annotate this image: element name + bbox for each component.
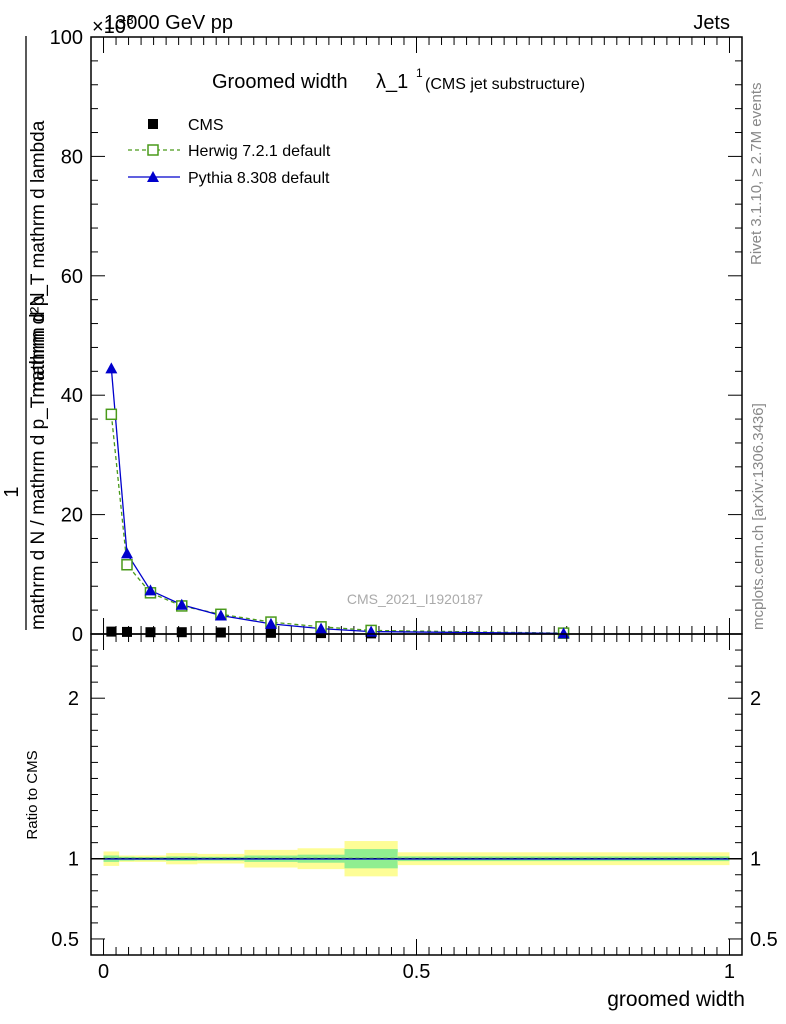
cms-point [145,627,156,638]
y-label-one: 1 [1,486,23,497]
main-y-tick-label: 60 [61,266,83,288]
main-series-group [105,362,570,639]
main-y-axis-label: mathrm d²N 1 mathrm d N / mathrm d p_T m… [1,36,49,630]
cms-point [121,626,132,637]
x-tick-label: 0.5 [403,961,431,983]
main-x-ticks [103,37,730,634]
ratio-y-label: Ratio to CMS [24,750,41,839]
header-energy: 13000 GeV pp [104,12,233,34]
x-tick-label: 0 [98,961,109,983]
exponent-label: ×10 [92,16,126,38]
ratio-frame [90,633,743,956]
legend: CMS Herwig 7.2.1 default Pythia 8.308 de… [128,117,331,187]
plot-title-symbol: λ_1 [376,71,408,93]
plot-subtitle: (CMS jet substructure) [425,76,585,93]
plot-title: Groomed width [212,71,348,93]
mcplots-label: mcplots.cern.ch [arXiv:1306.3436] [750,403,767,630]
main-panel: 0 20 40 60 80 100 Groomed width λ_1 1 (CMS je… [1,27,743,646]
pythia-point [105,362,118,374]
herwig-point [105,408,118,421]
ratio-x-ticks: 0 0.5 1 [98,634,735,983]
cms-point [215,627,226,638]
pythia-line [110,368,564,635]
legend-cms-label: CMS [188,117,224,134]
pythia-point [144,584,157,596]
x-axis-label: groomed width [607,988,745,1011]
ratio-y-tick-label-right: 2 [750,688,761,710]
legend-pythia-marker [147,171,159,182]
ratio-panel: 0.5 0.51 12 2 0 0.5 1 Ratio to CMS groomed wi… [24,633,778,1011]
plot-title-sup: 1 [416,66,423,80]
herwig-point [121,558,133,571]
pythia-point [315,622,328,634]
pythia-point [175,598,188,610]
rivet-label: Rivet 3.1.10, ≥ 2.7M events [748,83,765,266]
legend-herwig-label: Herwig 7.2.1 default [188,143,331,160]
x-tick-label: 1 [724,961,735,983]
watermark: CMS_2021_I1920187 [347,591,483,607]
exponent-power: -3 [122,12,134,27]
ratio-y-tick-label-right: 1 [750,849,761,871]
main-y-tick-label: 100 [50,27,83,49]
ratio-series-lines [103,857,730,860]
cms-point [265,627,276,638]
main-y-tick-label: 40 [61,385,83,407]
ratio-y-tick-label: 2 [68,688,79,710]
main-y-ticks: 0 20 40 60 80 100 [50,27,742,646]
ratio-y-tick-label: 1 [68,849,79,871]
ratio-y-tick-label: 0.5 [51,929,79,951]
legend-pythia-label: Pythia 8.308 default [188,170,330,187]
main-y-tick-label: 0 [72,624,83,646]
legend-cms-marker [148,119,158,129]
cms-point [106,626,117,637]
pythia-point [120,547,133,559]
pythia-point [264,617,277,629]
pythia-point [214,609,227,621]
cms-point [176,627,187,638]
legend-herwig-marker [147,144,159,156]
y-label-numerator: mathrm d²N [27,292,49,398]
ratio-y-tick-label-right: 0.5 [750,929,778,951]
y-label-denominator: mathrm d N / mathrm d p_T mathrm d p_T m… [28,120,49,630]
main-y-tick-label: 80 [61,146,83,168]
header-jets: Jets [693,12,730,34]
ratio-y-ticks: 0.5 0.5 1 1 2 2 [51,649,778,951]
main-y-tick-label: 20 [61,505,83,527]
